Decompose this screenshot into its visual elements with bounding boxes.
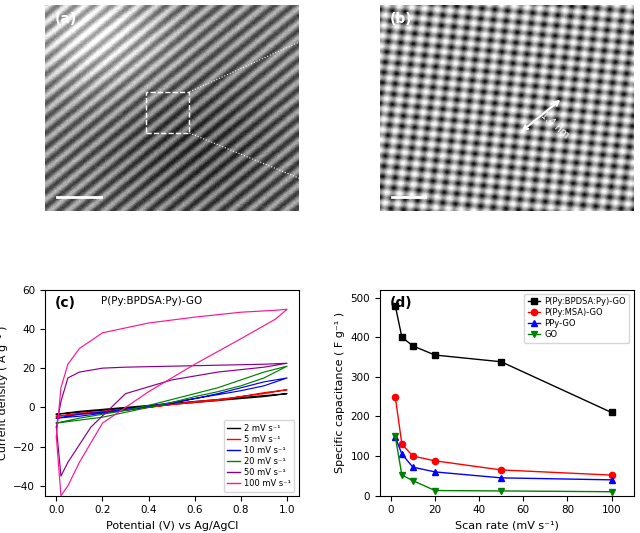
GO <box>409 478 417 484</box>
GO <box>608 489 616 495</box>
P(Py:BPDSA:Py)-GO <box>608 409 616 416</box>
Line: GO: GO <box>392 433 614 495</box>
GO <box>392 433 399 439</box>
P(Py:BPDSA:Py)-GO <box>497 359 505 365</box>
P(Py:MSA)-GO <box>431 458 439 464</box>
GO <box>497 488 505 494</box>
Legend: P(Py:BPDSA:Py)-GO, P(Py:MSA)-GO, PPy-GO, GO: P(Py:BPDSA:Py)-GO, P(Py:MSA)-GO, PPy-GO,… <box>524 294 629 343</box>
P(Py:MSA)-GO <box>497 467 505 473</box>
Text: (c): (c) <box>55 296 76 310</box>
Line: P(Py:MSA)-GO: P(Py:MSA)-GO <box>392 393 614 478</box>
Y-axis label: Current density ( A g⁻¹ ): Current density ( A g⁻¹ ) <box>0 326 8 460</box>
X-axis label: Scan rate (mV s⁻¹): Scan rate (mV s⁻¹) <box>455 521 559 531</box>
X-axis label: Potential (V) vs Ag/AgCl: Potential (V) vs Ag/AgCl <box>106 521 238 531</box>
PPy-GO <box>431 469 439 475</box>
PPy-GO <box>409 464 417 470</box>
P(Py:MSA)-GO <box>398 441 406 447</box>
P(Py:MSA)-GO <box>392 393 399 400</box>
PPy-GO <box>608 477 616 483</box>
PPy-GO <box>497 475 505 481</box>
Text: P(Py:BPDSA:Py)-GO: P(Py:BPDSA:Py)-GO <box>100 296 202 306</box>
Text: (d): (d) <box>390 296 413 310</box>
Y-axis label: Specific capacitance ( F g⁻¹ ): Specific capacitance ( F g⁻¹ ) <box>335 312 345 473</box>
PPy-GO <box>392 434 399 440</box>
Text: (a): (a) <box>55 12 77 26</box>
P(Py:BPDSA:Py)-GO <box>398 334 406 341</box>
Line: P(Py:BPDSA:Py)-GO: P(Py:BPDSA:Py)-GO <box>392 302 614 416</box>
P(Py:BPDSA:Py)-GO <box>409 343 417 349</box>
GO <box>431 487 439 494</box>
Text: (b): (b) <box>390 12 413 26</box>
P(Py:MSA)-GO <box>409 453 417 459</box>
P(Py:BPDSA:Py)-GO <box>392 302 399 309</box>
PPy-GO <box>398 451 406 457</box>
P(Py:MSA)-GO <box>608 472 616 478</box>
P(Py:BPDSA:Py)-GO <box>431 352 439 358</box>
Line: PPy-GO: PPy-GO <box>392 434 614 483</box>
GO <box>398 472 406 478</box>
Text: 1.4 nm: 1.4 nm <box>539 110 571 140</box>
Legend: 2 mV s⁻¹, 5 mV s⁻¹, 10 mV s⁻¹, 20 mV s⁻¹, 50 mV s⁻¹, 100 mV s⁻¹: 2 mV s⁻¹, 5 mV s⁻¹, 10 mV s⁻¹, 20 mV s⁻¹… <box>224 421 294 491</box>
